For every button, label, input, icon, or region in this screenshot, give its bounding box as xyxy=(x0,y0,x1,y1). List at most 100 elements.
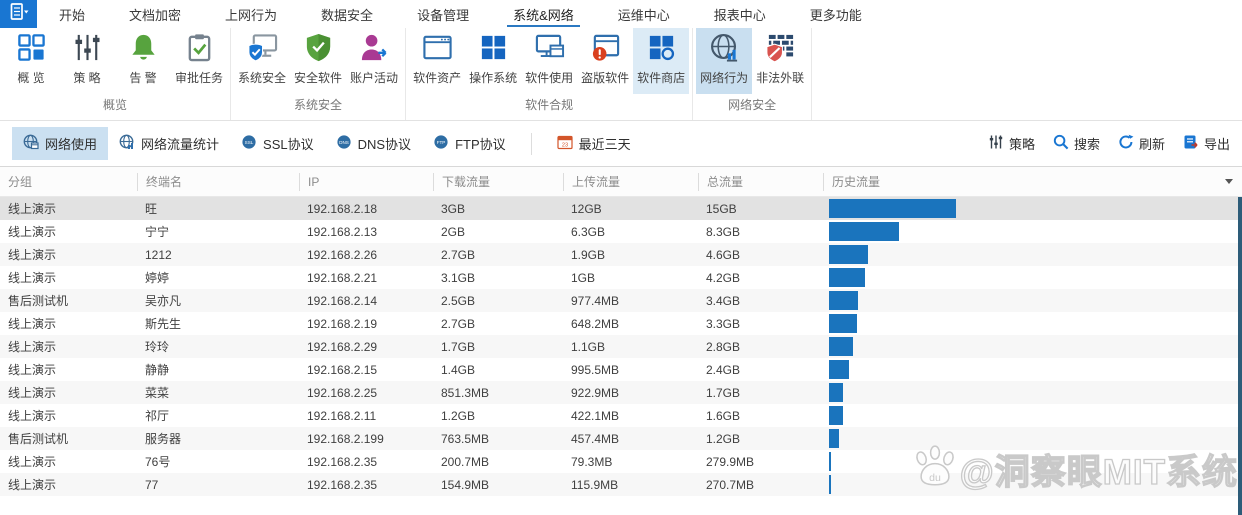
table-row[interactable]: 线上演示 玲玲 192.168.2.29 1.7GB 1.1GB 2.8GB xyxy=(0,335,1242,358)
ribbon-item-security-software[interactable]: 安全软件 xyxy=(290,28,346,94)
cell-download: 1.2GB xyxy=(441,408,476,423)
menu-tab-ops-center[interactable]: 运维中心 xyxy=(617,7,670,23)
table-row[interactable]: 线上演示 旺 192.168.2.18 3GB 12GB 15GB xyxy=(0,197,1242,220)
ribbon-item-label: 软件商店 xyxy=(637,71,686,85)
menu-tab-more[interactable]: 更多功能 xyxy=(809,7,862,23)
menu-tab-report-center[interactable]: 报表中心 xyxy=(713,7,766,23)
tab-ftp-protocol[interactable]: FTP FTP协议 xyxy=(422,127,517,160)
ribbon-item-approval[interactable]: 审批任务 xyxy=(171,28,227,94)
cell-upload: 922.9MB xyxy=(571,385,620,400)
table-row[interactable]: 售后测试机 吴亦凡 192.168.2.14 2.5GB 977.4MB 3.4… xyxy=(0,289,1242,312)
policy-button[interactable]: 策略 xyxy=(988,134,1035,153)
table-row[interactable]: 线上演示 祁厅 192.168.2.11 1.2GB 422.1MB 1.6GB xyxy=(0,404,1242,427)
history-bar xyxy=(829,222,899,241)
cell-total: 2.8GB xyxy=(706,339,741,354)
table-row[interactable]: 线上演示 宁宁 192.168.2.13 2GB 6.3GB 8.3GB xyxy=(0,220,1242,243)
table-row[interactable]: 售后测试机 服务器 192.168.2.199 763.5MB 457.4MB … xyxy=(0,427,1242,450)
cell-total: 3.4GB xyxy=(706,293,741,308)
menu-tab-web-behavior[interactable]: 上网行为 xyxy=(225,7,278,23)
ribbon-group-software-compliance: 软件资产 操作系统 软件使用 盗版软件 软件商店 软件合规 xyxy=(406,28,694,120)
refresh-button[interactable]: 刷新 xyxy=(1118,134,1165,153)
menu-tab-system-network[interactable]: 系统&网络 xyxy=(491,0,596,28)
cell-ip: 192.168.2.19 xyxy=(307,316,378,331)
ribbon-item-label: 概 览 xyxy=(17,71,45,85)
table-row[interactable]: 线上演示 菜菜 192.168.2.25 851.3MB 922.9MB 1.7… xyxy=(0,381,1242,404)
cell-group: 售后测试机 xyxy=(8,432,69,446)
col-header-terminal-name[interactable]: 终端名 xyxy=(137,172,299,191)
ribbon-item-software-store[interactable]: 软件商店 xyxy=(633,28,690,94)
app-menu-button[interactable] xyxy=(0,0,37,28)
col-header-ip[interactable]: IP xyxy=(299,172,433,191)
ribbon-item-software-asset[interactable]: 软件资产 xyxy=(409,28,465,94)
tab-dns-protocol[interactable]: DNS DNS协议 xyxy=(325,127,422,160)
cell-ip: 192.168.2.13 xyxy=(307,224,378,239)
cell-total: 8.3GB xyxy=(706,224,741,239)
ribbon-item-software-usage[interactable]: 软件使用 xyxy=(521,28,577,94)
table-row[interactable]: 线上演示 斯先生 192.168.2.19 2.7GB 648.2MB 3.3G… xyxy=(0,312,1242,335)
tab-network-usage[interactable]: 网络使用 xyxy=(12,127,109,160)
date-filter-button[interactable]: 23 最近三天 xyxy=(546,127,642,160)
export-icon xyxy=(1183,134,1199,153)
col-header-upload[interactable]: 上传流量 xyxy=(563,172,698,191)
ribbon-item-label: 告 警 xyxy=(129,71,157,85)
menu-tab-start[interactable]: 开始 xyxy=(59,7,86,23)
table-row[interactable]: 线上演示 1212 192.168.2.26 2.7GB 1.9GB 4.6GB xyxy=(0,243,1242,266)
cell-upload: 457.4MB xyxy=(571,431,620,446)
ribbon-item-alarm[interactable]: 告 警 xyxy=(115,28,171,94)
table-row[interactable]: 线上演示 婷婷 192.168.2.21 3.1GB 1GB 4.2GB xyxy=(0,266,1242,289)
menu-bar: 开始 文档加密 上网行为 数据安全 设备管理 系统&网络 运维中心 报表中心 更… xyxy=(0,0,1242,28)
tab-label: FTP协议 xyxy=(455,137,506,152)
col-header-download[interactable]: 下载流量 xyxy=(433,172,563,191)
ribbon: 概 览 策 略 告 警 审批任务 概览 系统安全 xyxy=(0,28,1242,121)
tab-ssl-protocol[interactable]: SSL SSL协议 xyxy=(230,127,325,160)
ribbon-item-label: 非法外联 xyxy=(756,71,805,85)
table-row[interactable]: 线上演示 77 192.168.2.35 154.9MB 115.9MB 270… xyxy=(0,473,1242,496)
menu-tab-device-mgmt[interactable]: 设备管理 xyxy=(417,7,470,23)
cell-group: 线上演示 xyxy=(8,409,57,423)
overview-grid-icon xyxy=(16,32,47,66)
history-bar xyxy=(829,429,839,448)
history-bar xyxy=(829,291,858,310)
table-row[interactable]: 线上演示 76号 192.168.2.35 200.7MB 79.3MB 279… xyxy=(0,450,1242,473)
ribbon-item-network-behavior[interactable]: 网络行为 xyxy=(696,28,753,94)
ribbon-item-label: 网络行为 xyxy=(700,71,749,85)
refresh-icon xyxy=(1118,134,1134,153)
toolbar-separator xyxy=(530,132,532,155)
export-button[interactable]: 导出 xyxy=(1183,134,1230,153)
column-menu-dropdown-icon[interactable] xyxy=(1225,179,1233,184)
ribbon-item-pirated-software[interactable]: 盗版软件 xyxy=(577,28,633,94)
software-asset-window-icon xyxy=(422,32,453,66)
menu-tab-data-security[interactable]: 数据安全 xyxy=(321,7,374,23)
cell-download: 2GB xyxy=(441,224,466,239)
network-behavior-globe-icon xyxy=(709,32,740,66)
cell-terminal-name: 服务器 xyxy=(145,432,182,446)
ribbon-item-overview[interactable]: 概 览 xyxy=(3,28,59,94)
cell-download: 2.7GB xyxy=(441,247,476,262)
cell-download: 1.4GB xyxy=(441,362,476,377)
table-row[interactable]: 线上演示 静静 192.168.2.15 1.4GB 995.5MB 2.4GB xyxy=(0,358,1242,381)
account-activity-icon xyxy=(359,32,390,66)
ribbon-item-policy[interactable]: 策 略 xyxy=(59,28,115,94)
ribbon-item-account-activity[interactable]: 账户活动 xyxy=(346,28,402,94)
search-button[interactable]: 搜索 xyxy=(1053,134,1100,153)
vertical-scrollbar[interactable] xyxy=(1238,197,1242,515)
history-bar xyxy=(829,268,865,287)
history-bar xyxy=(829,406,843,425)
cell-ip: 192.168.2.199 xyxy=(307,431,384,446)
cell-history xyxy=(823,383,1242,402)
view-toolbar: 网络使用 网络流量统计 SSL SSL协议 DNS DNS协议 FTP FTP协… xyxy=(0,121,1242,167)
cell-terminal-name: 吴亦凡 xyxy=(145,294,182,308)
ribbon-item-illegal-connection[interactable]: 非法外联 xyxy=(752,28,808,94)
tab-label: 网络使用 xyxy=(45,137,98,152)
col-header-group[interactable]: 分组 xyxy=(8,175,33,189)
cell-total: 4.2GB xyxy=(706,270,741,285)
cell-terminal-name: 斯先生 xyxy=(145,317,182,331)
ribbon-item-os[interactable]: 操作系统 xyxy=(465,28,521,94)
menu-tab-doc-encrypt[interactable]: 文档加密 xyxy=(129,7,182,23)
software-store-icon xyxy=(646,32,677,66)
col-header-history[interactable]: 历史流量 xyxy=(823,172,1242,191)
col-header-total[interactable]: 总流量 xyxy=(698,172,823,191)
ribbon-item-label: 账户活动 xyxy=(350,71,399,85)
tab-network-traffic-stats[interactable]: 网络流量统计 xyxy=(108,127,230,160)
ribbon-item-system-security[interactable]: 系统安全 xyxy=(234,28,290,94)
